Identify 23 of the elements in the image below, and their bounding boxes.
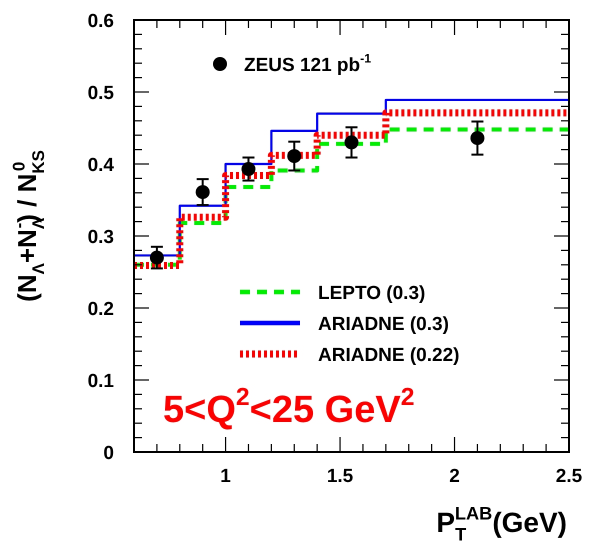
- x-tick-label: 1: [220, 466, 232, 487]
- point: [196, 185, 210, 200]
- y-tick-label: 0.1: [88, 371, 114, 392]
- legend-label: ARIADNE (0.22): [318, 345, 460, 366]
- legend-label: ARIADNE (0.3): [318, 314, 449, 335]
- y-tick-label: 0.6: [88, 11, 114, 32]
- y-tick-label: 0.4: [88, 155, 114, 176]
- y-tick-label: 0.5: [88, 83, 114, 104]
- point: [344, 135, 358, 150]
- y-tick-label: 0: [103, 443, 114, 464]
- y-tick-label: 0.3: [88, 227, 114, 248]
- point: [287, 149, 302, 164]
- x-tick-label: 2: [449, 466, 460, 487]
- x-tick-label: 1.5: [326, 466, 354, 487]
- x-axis-title: P$_{T}$$^{LAB}$(GeV): [436, 503, 567, 544]
- legend-label: LEPTO (0.3): [318, 283, 426, 304]
- legend-label: ZEUS 121 pb$^{-1}$: [244, 51, 372, 76]
- x-tick-label: 2.5: [556, 466, 583, 487]
- annotation: 5<Q$^{2}$<25 GeV$^{2}$: [163, 384, 414, 431]
- y-tick-label: 0.2: [88, 299, 114, 320]
- point: [150, 250, 164, 265]
- point: [470, 131, 484, 146]
- point: [241, 162, 256, 176]
